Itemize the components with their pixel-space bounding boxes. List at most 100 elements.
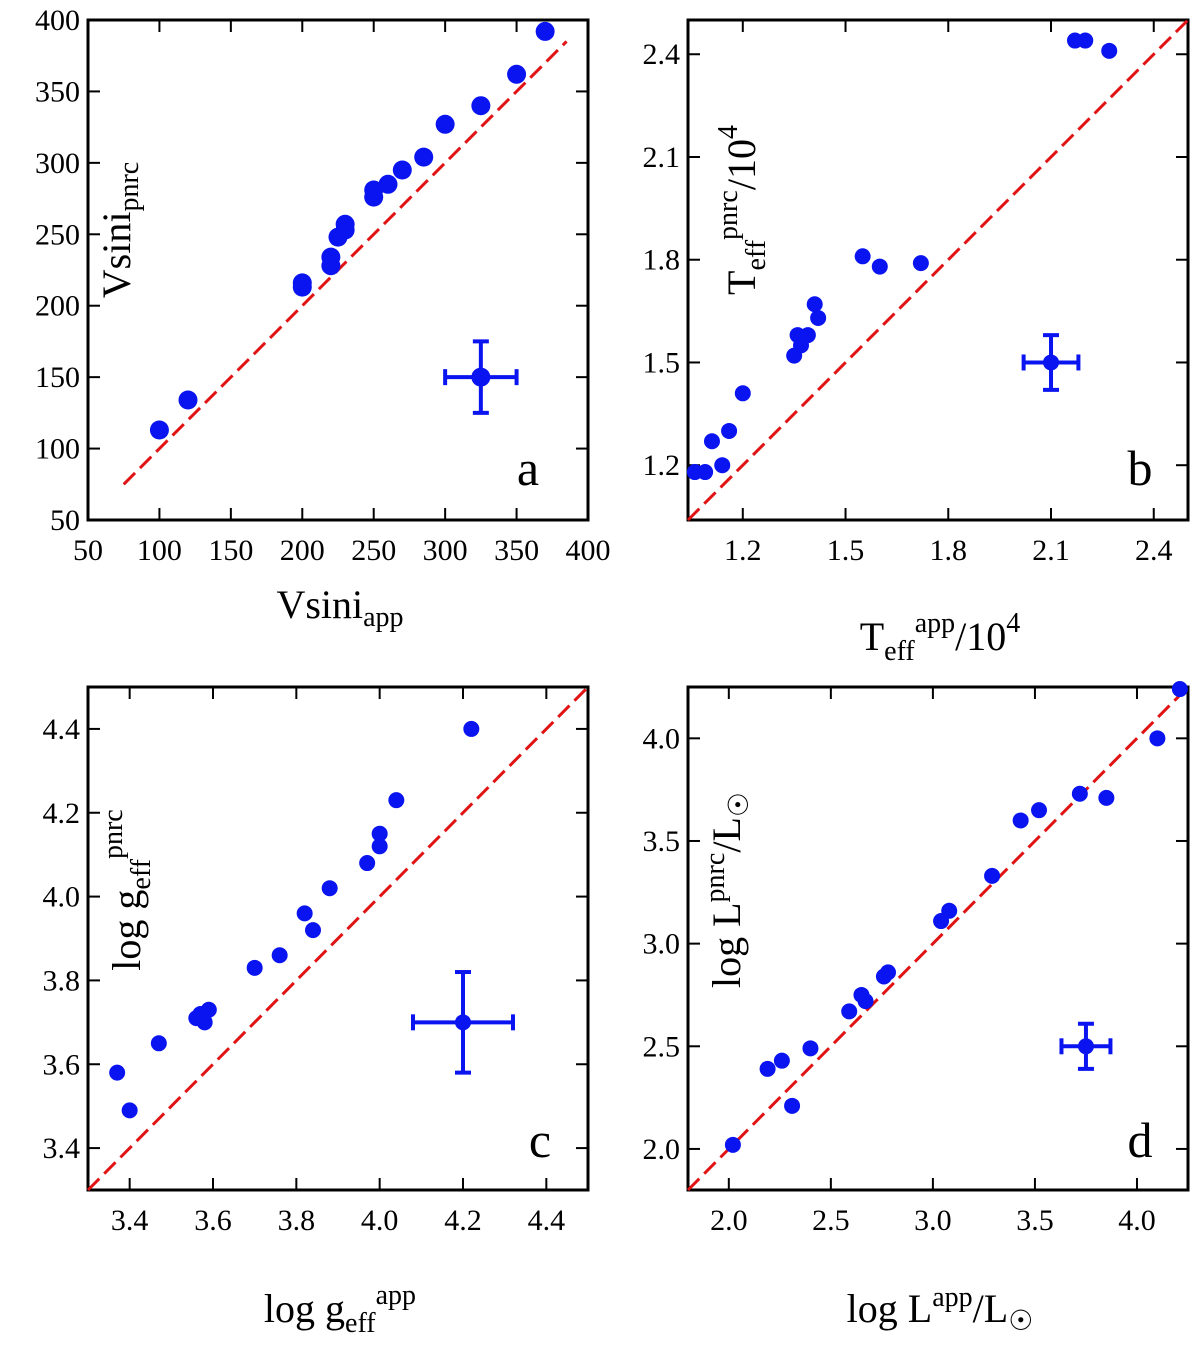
panel-c-data-point <box>196 1014 213 1031</box>
panel-c-y-tick-label: 3.4 <box>43 1132 81 1165</box>
panel-d-data-point <box>802 1040 819 1057</box>
panel-c: 3.4 3.6 3.8 4.0 4.2 4.4 3.4 3.6 3.8 4.0 4.2 4.4 c l… <box>43 685 590 1339</box>
panel-c-x-tick-label: 4.4 <box>528 1204 566 1237</box>
panel-c-x-tick-label: 3.6 <box>194 1204 232 1237</box>
panel-c-data-point <box>150 1035 167 1052</box>
panel-a-data-point <box>335 214 355 234</box>
panel-a-data-point <box>149 420 169 440</box>
panel-a-data-point <box>392 160 412 180</box>
panel-b-frame <box>686 18 1190 522</box>
panel-b-data-point <box>1101 42 1118 59</box>
panel-a-y-tick-label: 50 <box>50 504 80 537</box>
panel-d-data-point <box>984 867 1001 884</box>
panel-b-data-point <box>912 255 929 272</box>
panel-d-data-point <box>941 902 958 919</box>
panel-c-x-tick-label: 3.4 <box>111 1204 149 1237</box>
panel-c-data-point <box>321 880 338 897</box>
panel-a-data-point <box>435 114 455 134</box>
panel-d: 2.0 2.5 3.0 3.5 4.0 2.0 2.5 3.0 3.5 4.0 d log Lap… <box>643 681 1190 1337</box>
panel-d-data-point <box>1071 785 1088 802</box>
panel-b-ticks: 1.2 1.5 1.8 2.1 2.4 1.2 1.5 1.8 2.1 2.4 <box>643 20 1188 567</box>
panel-b-identity-line <box>686 18 1190 522</box>
panel-d-x-tick-label: 2.0 <box>710 1204 748 1237</box>
panel-c-y-tick-label: 4.0 <box>43 881 81 914</box>
panel-a-x-tick-label: 250 <box>351 534 396 567</box>
error-bar-center <box>455 1014 471 1031</box>
panel-d-marks <box>686 681 1190 1192</box>
panel-c-y-tick-label: 3.6 <box>43 1048 81 1081</box>
error-bar-center <box>471 367 491 387</box>
panel-b-y-tick-label: 1.8 <box>643 244 681 277</box>
panel-c-data-point <box>109 1064 126 1081</box>
panel-a-x-axis-label: Vsiniapp <box>276 582 403 633</box>
panel-d-data-point <box>880 964 896 981</box>
error-bar-center <box>1077 1038 1094 1055</box>
panel-d-y-tick-label: 3.0 <box>643 928 681 961</box>
panel-d-data-point <box>1098 789 1115 806</box>
panel-a-x-tick-label: 50 <box>73 534 103 567</box>
panel-c-data-point <box>121 1102 138 1119</box>
panel-a-y-tick-label: 150 <box>35 361 80 394</box>
panel-b-data-point <box>721 422 738 439</box>
panel-c-data-point <box>371 825 388 842</box>
panel-c-y-tick-label: 4.2 <box>43 797 81 830</box>
panel-b-data-point <box>697 464 714 481</box>
panel-a: 50 100 150 200 250 300 350 400 50 100 150 200 250 300… <box>35 4 611 633</box>
panel-d-y-tick-label: 2.0 <box>643 1133 681 1166</box>
panel-b-data-point <box>806 296 823 313</box>
panel-a-y-tick-label: 300 <box>35 147 80 180</box>
panel-b-y-tick-label: 2.1 <box>643 141 681 174</box>
panel-c-x-tick-label: 3.8 <box>278 1204 316 1237</box>
panel-b-data-point <box>854 248 871 265</box>
panel-a-data-point <box>378 174 398 194</box>
panel-c-x-tick-label: 4.0 <box>361 1204 399 1237</box>
panel-b-x-axis-label: Teffapp/104 <box>860 608 1021 667</box>
panel-c-data-point <box>371 838 388 855</box>
panel-d-y-tick-label: 2.5 <box>643 1030 681 1063</box>
panel-c-letter: c <box>529 1112 551 1168</box>
panel-d-frame <box>686 685 1190 1192</box>
panel-c-identity-line <box>86 685 590 1192</box>
panel-c-data-point <box>246 959 263 976</box>
panel-a-x-tick-label: 300 <box>423 534 468 567</box>
panel-c-x-tick-label: 4.2 <box>444 1204 482 1237</box>
panel-a-identity-line <box>122 40 568 486</box>
panel-a-data-point <box>321 247 341 267</box>
panel-a-letter: a <box>517 440 539 496</box>
panel-a-x-tick-label: 400 <box>566 534 611 567</box>
panel-d-data-point <box>1171 681 1188 698</box>
panel-d-y-tick-label: 3.5 <box>643 825 681 858</box>
panel-d-data-point <box>1031 802 1048 819</box>
panel-d-ticks: 2.0 2.5 3.0 3.5 4.0 2.0 2.5 3.0 3.5 4.0 <box>643 687 1188 1237</box>
panel-a-marks <box>122 21 568 486</box>
panel-a-x-tick-label: 200 <box>280 534 325 567</box>
panel-d-x-tick-label: 2.5 <box>812 1204 850 1237</box>
panel-a-y-tick-label: 350 <box>35 75 80 108</box>
panel-a-ticks: 50 100 150 200 250 300 350 400 50 100 150 200 250 300… <box>35 4 611 567</box>
panel-b-data-point <box>1077 32 1094 49</box>
panel-a-data-point <box>471 96 491 116</box>
panel-b-data-point <box>714 457 731 474</box>
panel-a-x-tick-label: 150 <box>208 534 253 567</box>
panel-d-y-tick-label: 4.0 <box>643 722 681 755</box>
panel-b-data-point <box>799 327 816 344</box>
panel-d-x-tick-label: 3.5 <box>1016 1204 1054 1237</box>
panel-a-data-point <box>414 147 434 167</box>
panel-a-y-axis-label: Vsinipnrc <box>94 162 145 298</box>
panel-b-error-bar <box>1021 333 1081 392</box>
panel-c-y-axis-label: log geffpnrc <box>98 809 157 970</box>
panel-c-data-point <box>296 905 313 922</box>
panel-c-y-tick-label: 3.8 <box>43 964 81 997</box>
panel-d-data-point <box>1012 812 1029 829</box>
panel-d-error-bar <box>1059 1021 1113 1071</box>
panel-c-marks <box>86 685 590 1192</box>
panel-d-y-axis-label: log Lpnrc/L☉ <box>700 792 755 988</box>
panel-b-y-tick-label: 2.4 <box>643 38 681 71</box>
panel-a-data-point <box>178 390 198 410</box>
panel-c-data-point <box>388 792 405 809</box>
panel-d-data-point <box>724 1136 741 1153</box>
panel-d-x-tick-label: 4.0 <box>1118 1204 1156 1237</box>
panel-c-y-tick-label: 4.4 <box>43 713 81 746</box>
panel-b-x-tick-label: 1.5 <box>827 534 865 567</box>
